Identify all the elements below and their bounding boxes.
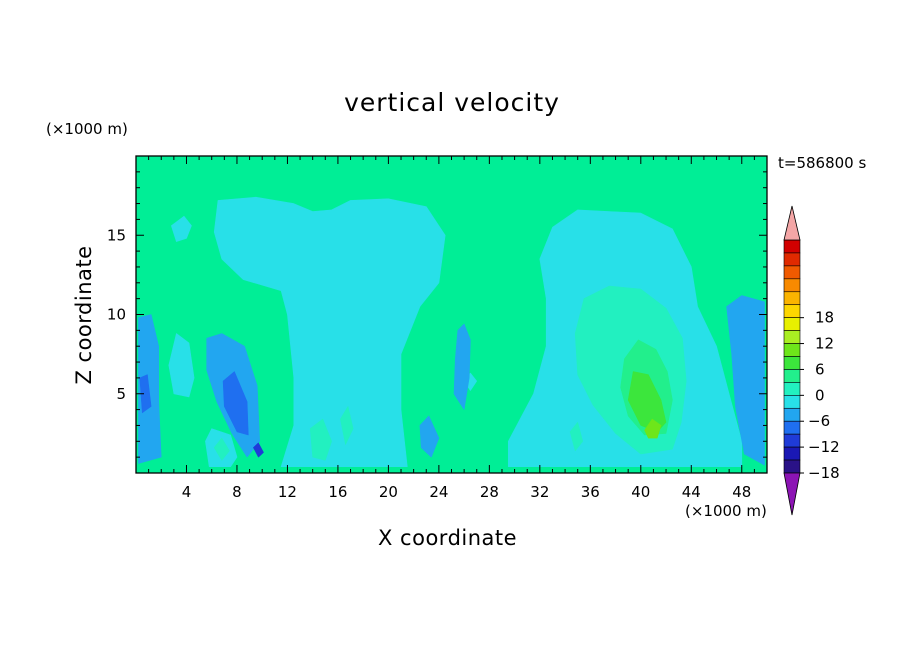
colorbar-tick-label: 0 — [815, 386, 825, 404]
colorbar-tick-label: 18 — [815, 309, 834, 327]
contour-region — [569, 421, 584, 452]
colorbar-tick-label: −18 — [808, 464, 840, 482]
colorbar-band — [783, 420, 801, 435]
contour-region — [222, 371, 249, 436]
colorbar-band — [783, 446, 801, 461]
contour-region — [213, 196, 446, 468]
colorbar-band — [783, 382, 801, 396]
colorbar-tick-label: −12 — [808, 438, 840, 456]
x-tick-label: 20 — [379, 483, 398, 501]
x-tick-label: 32 — [530, 483, 549, 501]
x-axis-label: X coordinate — [378, 526, 518, 550]
colorbar-band — [783, 369, 801, 383]
contour-region — [138, 314, 162, 464]
contour-region — [644, 418, 662, 439]
y-tick-label: 15 — [107, 226, 126, 244]
x-tick-label: 36 — [581, 483, 600, 501]
colorbar-band — [783, 343, 801, 357]
colorbar-tick-label: −6 — [808, 412, 830, 430]
x-tick-label: 44 — [682, 483, 701, 501]
contour-region — [340, 406, 354, 445]
y-tick-label: 10 — [107, 306, 126, 324]
contour-region — [213, 437, 230, 461]
x-tick-label: 40 — [631, 483, 650, 501]
colorbar-band — [783, 304, 801, 318]
colorbar-band — [783, 252, 801, 267]
colorbar-band — [783, 265, 801, 280]
y-tick-label: 5 — [116, 385, 126, 403]
x-tick-label: 16 — [328, 483, 347, 501]
colorbar-under-arrow — [783, 472, 801, 516]
chart-title: vertical velocity — [344, 88, 560, 117]
contour-region — [627, 371, 667, 433]
x-tick-label: 8 — [232, 483, 242, 501]
contour-region — [171, 215, 192, 242]
contour-region — [419, 415, 440, 458]
colorbar-tick-label: 12 — [815, 335, 834, 353]
contour-region — [453, 323, 471, 410]
x-tick-label: 24 — [429, 483, 448, 501]
contour-region — [139, 374, 152, 414]
colorbar: 18 12 6 0 −6 −12 −18 — [783, 205, 840, 516]
colorbar-band — [783, 317, 801, 331]
x-axis-unit: (×1000 m) — [685, 502, 767, 520]
x-tick-label: 48 — [732, 483, 751, 501]
contour-region — [726, 295, 765, 466]
colorbar-band — [783, 433, 801, 448]
colorbar-band — [783, 278, 801, 293]
colorbar-band — [783, 407, 801, 422]
contour-region — [309, 418, 332, 461]
colorbar-band — [783, 291, 801, 306]
y-axis-unit: (×1000 m) — [46, 120, 128, 138]
x-tick-label: 4 — [182, 483, 192, 501]
colorbar-over-arrow — [783, 205, 801, 241]
x-tick-label: 28 — [480, 483, 499, 501]
colorbar-band — [783, 459, 801, 474]
time-label: t=586800 s — [778, 154, 867, 172]
colorbar-band — [783, 395, 801, 409]
colorbar-tick-label: 6 — [815, 360, 825, 378]
colorbar-band — [783, 356, 801, 370]
contour-region — [168, 333, 195, 398]
contour-region — [253, 442, 264, 458]
x-tick-label: 12 — [278, 483, 297, 501]
colorbar-band — [783, 239, 801, 254]
plot-area — [136, 156, 767, 473]
colorbar-band — [783, 330, 801, 344]
